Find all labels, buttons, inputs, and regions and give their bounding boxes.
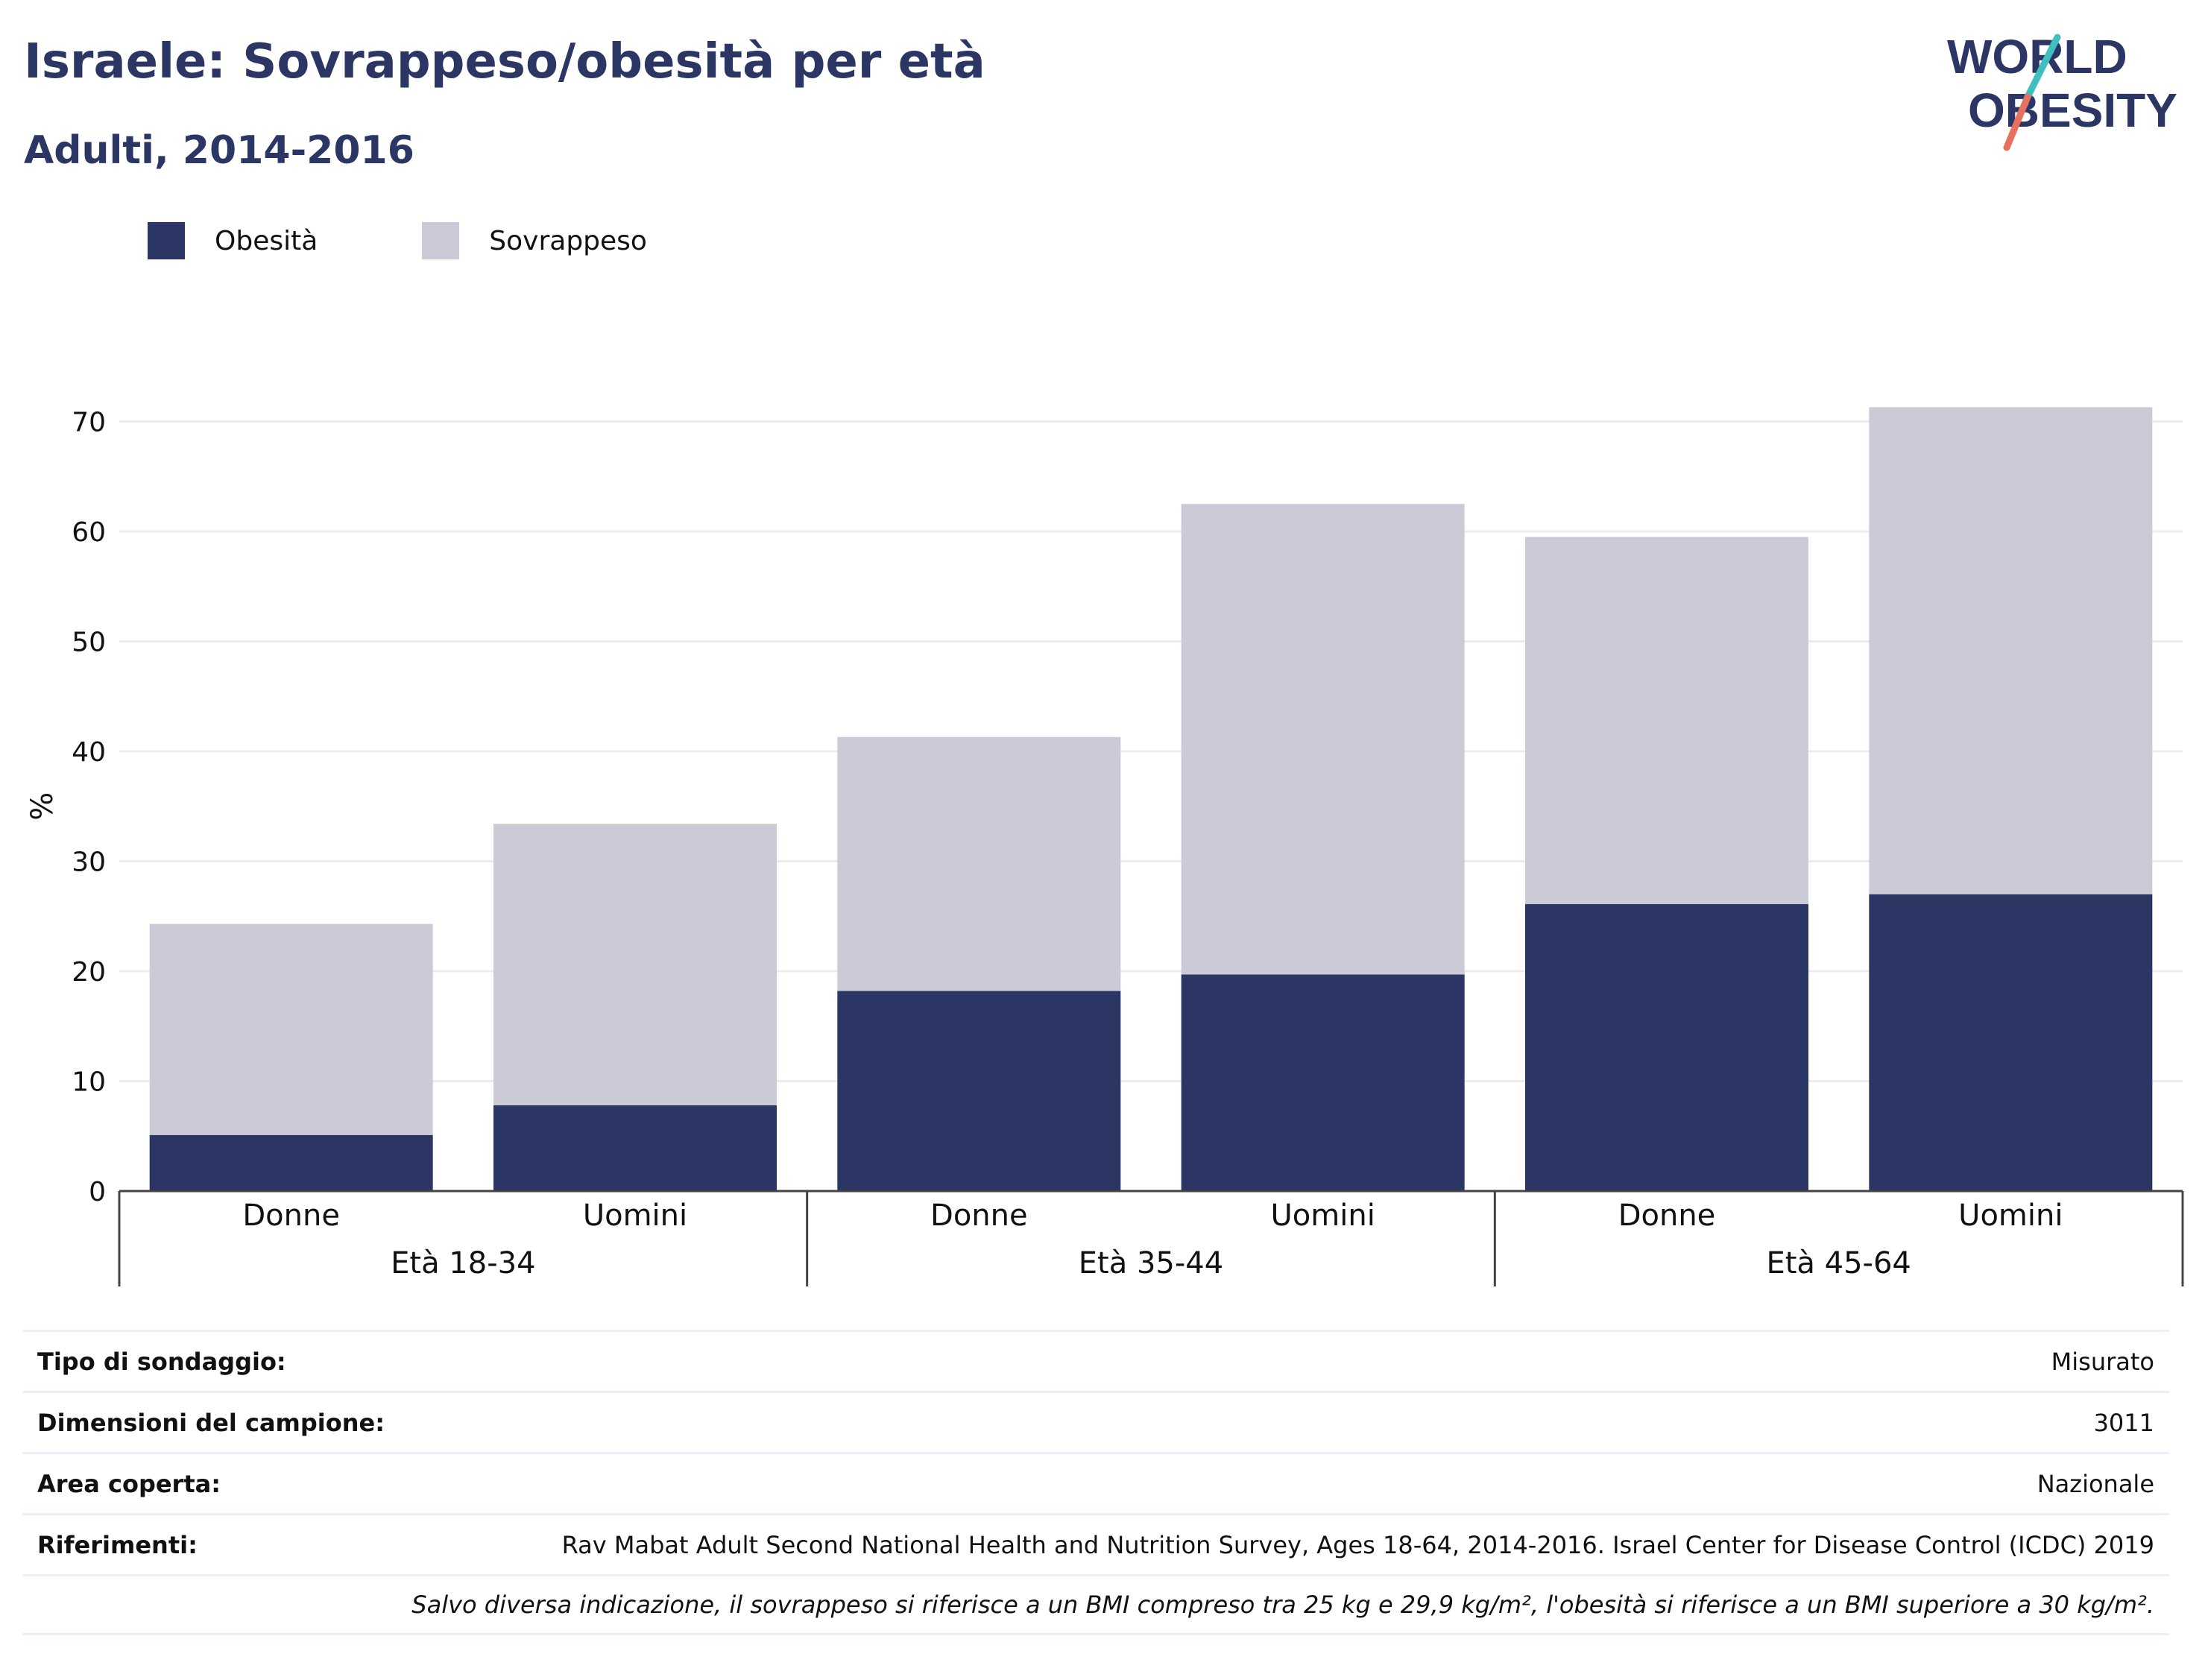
chart-legend: Obesità Sovrappeso [148, 222, 751, 259]
info-row-sample-size: Dimensioni del campione: 3011 [22, 1391, 2169, 1452]
page-title: Israele: Sovrappeso/obesità per età [24, 34, 985, 89]
y-tick-label: 30 [72, 847, 106, 878]
info-value: Rav Mabat Adult Second National Health a… [561, 1530, 2154, 1559]
y-tick-label: 20 [72, 957, 106, 988]
x-tick-label: Donne [1618, 1199, 1716, 1233]
bar-obesity [1525, 904, 1808, 1191]
logo-line2: OBESITY [1968, 83, 2177, 137]
page-subtitle: Adulti, 2014-2016 [24, 128, 414, 173]
bmi-definition-note: Salvo diversa indicazione, il sovrappeso… [411, 1591, 2154, 1619]
bar-overweight [149, 923, 433, 1135]
legend-label-overweight: Sovrappeso [489, 225, 647, 256]
legend-swatch-obesity [148, 222, 185, 259]
info-note: Salvo diversa indicazione, il sovrappeso… [22, 1574, 2169, 1635]
logo-slash-teal [2024, 34, 2061, 101]
y-axis-label: % [25, 792, 60, 821]
bar-overweight [493, 824, 777, 1105]
bar-obesity [149, 1134, 433, 1191]
bar-obesity [837, 991, 1121, 1191]
y-tick-label: 0 [89, 1177, 106, 1207]
info-key: Riferimenti: [37, 1530, 198, 1559]
info-row-area: Area coperta: Nazionale [22, 1452, 2169, 1513]
info-value: Misurato [2051, 1347, 2154, 1376]
y-tick-label: 70 [72, 408, 106, 438]
info-value: 3011 [2093, 1408, 2154, 1437]
info-row-references: Riferimenti: Rav Mabat Adult Second Nati… [22, 1513, 2169, 1574]
logo-slash-coral [2003, 93, 2031, 151]
world-obesity-logo: WORLD OBESITY [1947, 30, 2177, 151]
legend-item-overweight[interactable]: Sovrappeso [422, 222, 647, 259]
y-tick-label: 40 [72, 737, 106, 768]
survey-info-table: Tipo di sondaggio: Misurato Dimensioni d… [22, 1330, 2169, 1635]
stacked-bar-chart: 0 10 20 30 40 50 60 70% Donne Uomini Donne Uomini Do… [25, 407, 2184, 1286]
y-tick-label: 50 [72, 628, 106, 658]
x-tick-label: Uomini [1271, 1199, 1375, 1233]
bar-overweight [1181, 504, 1465, 975]
x-tick-label: Uomini [583, 1199, 687, 1233]
x-tick-label: Donne [242, 1199, 340, 1233]
info-row-survey-type: Tipo di sondaggio: Misurato [22, 1330, 2169, 1391]
y-tick-label: 60 [72, 517, 106, 548]
group-label: Età 18-34 [391, 1246, 535, 1280]
info-value: Nazionale [2037, 1469, 2154, 1498]
bar-overweight [1869, 407, 2153, 894]
x-tick-label: Uomini [1958, 1199, 2063, 1233]
group-label: Età 45-64 [1766, 1246, 1911, 1280]
legend-label-obesity: Obesità [215, 225, 318, 256]
info-key: Area coperta: [37, 1469, 221, 1498]
info-key: Dimensioni del campione: [37, 1408, 385, 1437]
bar-obesity [1181, 974, 1465, 1191]
group-label: Età 35-44 [1079, 1246, 1223, 1280]
bar-overweight [1525, 537, 1808, 905]
info-key: Tipo di sondaggio: [37, 1347, 286, 1376]
legend-item-obesity[interactable]: Obesità [148, 222, 318, 259]
legend-swatch-overweight [422, 222, 460, 259]
bar-overweight [837, 736, 1121, 991]
bar-obesity [493, 1105, 777, 1191]
x-tick-label: Donne [930, 1199, 1028, 1233]
y-tick-label: 10 [72, 1067, 106, 1098]
bar-obesity [1869, 894, 2153, 1191]
